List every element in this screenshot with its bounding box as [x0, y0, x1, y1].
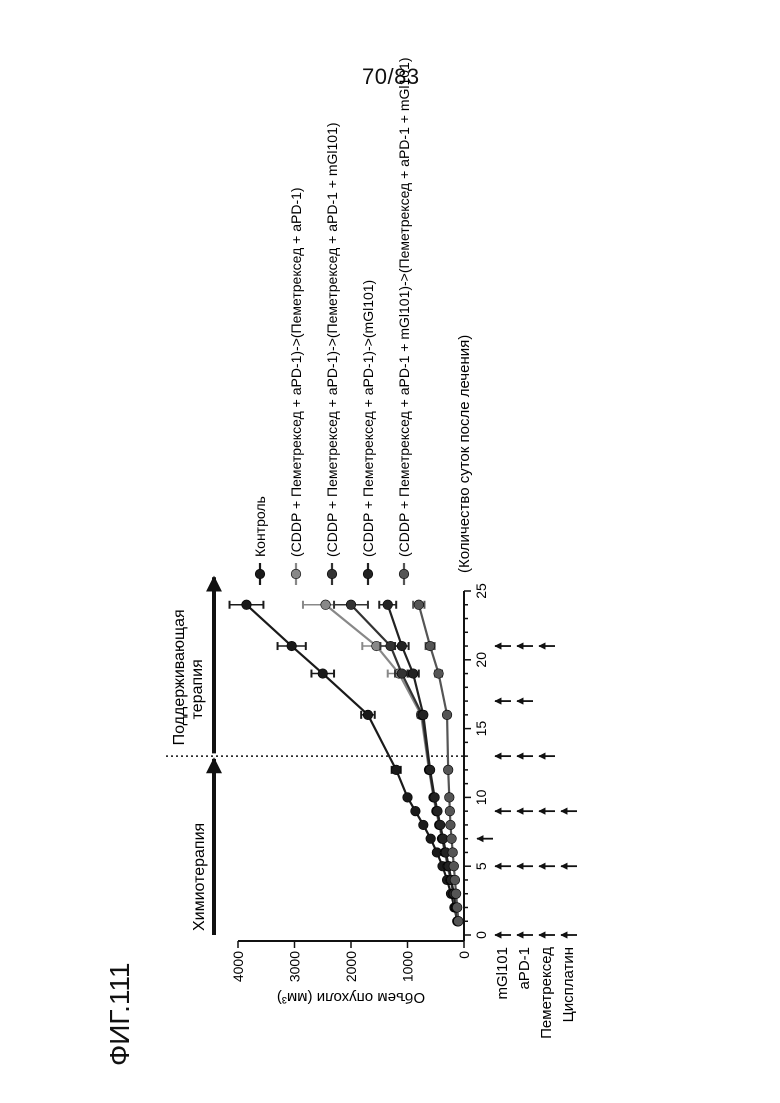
data-point — [438, 834, 448, 844]
legend-label: (CDDP + Пеметрексед + aPD-1 + mGl101)->(… — [396, 57, 412, 557]
data-point — [452, 903, 462, 913]
data-point — [425, 641, 435, 651]
y-tick-label: 0 — [456, 951, 472, 959]
data-point — [321, 600, 331, 610]
data-point — [442, 710, 452, 720]
data-point — [383, 600, 393, 610]
series-4 — [413, 600, 463, 926]
data-point — [449, 861, 459, 871]
data-point — [425, 765, 435, 775]
data-point — [448, 848, 458, 858]
y-axis-label: Объем опухоли (мм³) — [277, 989, 425, 1006]
drug-row-label: aPD-1 — [516, 947, 533, 990]
data-point — [287, 641, 297, 651]
series-marks — [230, 600, 464, 926]
legend-label: (CDDP + Пеметрексед + aPD-1)->(Пеметрекс… — [288, 187, 304, 557]
legend-label: (CDDP + Пеметрексед + aPD-1)->(Пеметрекс… — [324, 122, 340, 557]
data-point — [386, 641, 396, 651]
data-point — [419, 820, 429, 830]
data-point — [450, 875, 460, 885]
data-point — [346, 600, 356, 610]
data-point — [391, 765, 401, 775]
x-axis-label: (Количество суток после лечения) — [456, 335, 473, 573]
data-point — [451, 889, 461, 899]
legend-swatch-marker — [327, 569, 337, 579]
series-line — [246, 605, 457, 921]
chemo-phase-label: Химиотерапия — [191, 823, 208, 931]
data-point — [443, 765, 453, 775]
legend: Контроль (CDDP + Пеметрексед + aPD-1)->(П… — [252, 57, 412, 585]
data-point — [434, 669, 444, 679]
x-tick-label: 10 — [473, 789, 489, 805]
data-point — [454, 916, 464, 926]
data-point — [426, 834, 436, 844]
legend-swatch-marker — [291, 569, 301, 579]
data-point — [419, 710, 429, 720]
legend-label: (CDDP + Пеметрексед + aPD-1)->(mGl101) — [360, 280, 376, 557]
data-point — [446, 820, 456, 830]
series-1 — [303, 600, 463, 926]
maintenance-phase-label-line1: Поддерживающая — [171, 609, 188, 745]
data-point — [318, 669, 328, 679]
data-point — [397, 669, 407, 679]
data-point — [445, 793, 455, 803]
y-tick-label: 2000 — [343, 951, 359, 982]
data-point — [397, 641, 407, 651]
data-point — [363, 710, 373, 720]
x-tick-label: 20 — [473, 652, 489, 668]
data-point — [447, 834, 457, 844]
x-tick-label: 5 — [473, 862, 489, 870]
drug-row-label: Цисплатин — [560, 947, 577, 1022]
y-tick-label: 1000 — [400, 951, 416, 982]
data-point — [242, 600, 252, 610]
data-point — [411, 806, 421, 816]
data-point — [408, 669, 418, 679]
drug-row-label: mGl101 — [494, 947, 511, 1000]
y-tick-label: 3000 — [287, 951, 303, 982]
x-tick-label: 25 — [473, 583, 489, 599]
drug-row-label: Пеметрексед — [538, 947, 555, 1039]
legend-swatch-marker — [399, 569, 409, 579]
data-point — [430, 793, 440, 803]
maintenance-phase-label-line2: терапия — [189, 659, 206, 719]
dosing-schedule: mGl101 aPD-1 Пеметрексед Цисплатин — [477, 646, 577, 1039]
legend-swatch-marker — [363, 569, 373, 579]
legend-swatch-marker — [255, 569, 265, 579]
legend-label: Контроль — [252, 496, 268, 557]
data-point — [414, 600, 424, 610]
data-point — [433, 806, 443, 816]
data-point — [435, 820, 445, 830]
series-line — [419, 605, 459, 921]
y-tick-label: 4000 — [230, 951, 246, 982]
data-point — [403, 793, 413, 803]
data-point — [445, 806, 455, 816]
x-tick-label: 0 — [473, 931, 489, 939]
x-tick-label: 15 — [473, 721, 489, 737]
